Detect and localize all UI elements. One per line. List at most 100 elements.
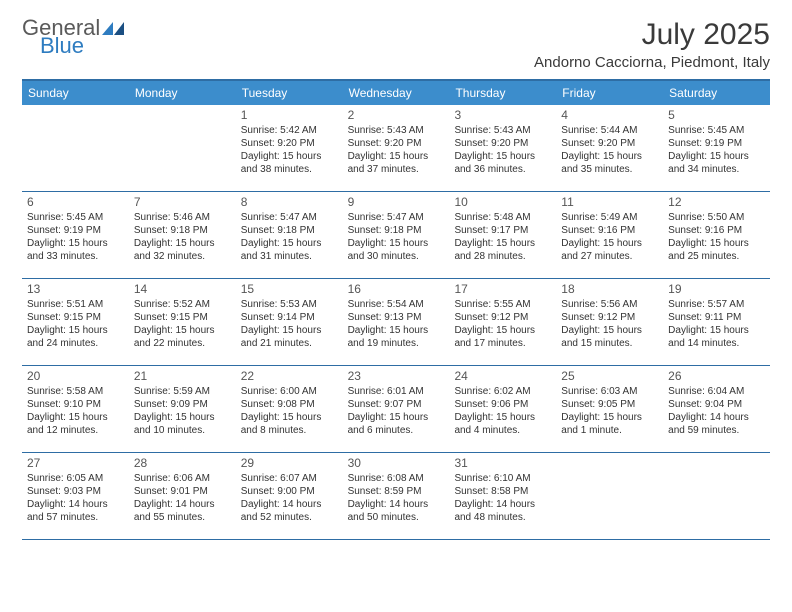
calendar-day-cell: 2Sunrise: 5:43 AMSunset: 9:20 PMDaylight… bbox=[343, 105, 450, 191]
calendar-day-cell: 23 Sunrise: 6:01 AMSunset: 9:07 PMDayligh… bbox=[343, 366, 450, 452]
sunrise-text: Sunrise: 5:47 AM bbox=[348, 211, 445, 224]
day-info: Sunrise: 5:58 AMSunset: 9:10 PMDaylight:… bbox=[27, 385, 124, 437]
day-info: Sunrise: 5:44 AMSunset: 9:20 PMDaylight:… bbox=[561, 124, 658, 176]
sunrise-text: Sunrise: 5:55 AM bbox=[454, 298, 551, 311]
sunset-text: Sunset: 9:16 PM bbox=[561, 224, 658, 237]
day-info: Sunrise: 5:43 AMSunset: 9:20 PMDaylight:… bbox=[454, 124, 551, 176]
day-info: Sunrise: 5:50 AMSunset: 9:16 PMDaylight:… bbox=[668, 211, 765, 263]
daylight-text: Daylight: 15 hours and 35 minutes. bbox=[561, 150, 658, 176]
day-info: Sunrise: 5:48 AMSunset: 9:17 PMDaylight:… bbox=[454, 211, 551, 263]
sunset-text: Sunset: 9:05 PM bbox=[561, 398, 658, 411]
calendar-day-cell: 13Sunrise: 5:51 AMSunset: 9:15 PMDayligh… bbox=[22, 279, 129, 365]
weekday-col: Tuesday bbox=[236, 81, 343, 105]
location-text: Andorno Cacciorna, Piedmont, Italy bbox=[534, 54, 770, 71]
day-number: 10 bbox=[454, 195, 551, 209]
sunset-text: Sunset: 9:13 PM bbox=[348, 311, 445, 324]
calendar-day-cell: 10 Sunrise: 5:48 AMSunset: 9:17 PMDayligh… bbox=[449, 192, 556, 278]
day-info: Sunrise: 5:49 AMSunset: 9:16 PMDaylight:… bbox=[561, 211, 658, 263]
sunrise-text: Sunrise: 5:56 AM bbox=[561, 298, 658, 311]
daylight-text: Daylight: 15 hours and 19 minutes. bbox=[348, 324, 445, 350]
sunrise-text: Sunrise: 5:52 AM bbox=[134, 298, 231, 311]
sunrise-text: Sunrise: 6:06 AM bbox=[134, 472, 231, 485]
day-info: Sunrise: 6:04 AMSunset: 9:04 PMDaylight:… bbox=[668, 385, 765, 437]
day-number: 5 bbox=[668, 108, 765, 122]
day-number: 14 bbox=[134, 282, 231, 296]
daylight-text: Daylight: 14 hours and 48 minutes. bbox=[454, 498, 551, 524]
sunrise-text: Sunrise: 5:46 AM bbox=[134, 211, 231, 224]
day-info: Sunrise: 5:59 AMSunset: 9:09 PMDaylight:… bbox=[134, 385, 231, 437]
calendar-day-cell: 17Sunrise: 5:55 AMSunset: 9:12 PMDayligh… bbox=[449, 279, 556, 365]
sunrise-text: Sunrise: 6:10 AM bbox=[454, 472, 551, 485]
page-header: General Blue July 2025 Andorno Cacciorna… bbox=[22, 18, 770, 71]
day-number: 11 bbox=[561, 195, 658, 209]
sunset-text: Sunset: 9:10 PM bbox=[27, 398, 124, 411]
daylight-text: Daylight: 15 hours and 30 minutes. bbox=[348, 237, 445, 263]
calendar-day-cell: 15Sunrise: 5:53 AMSunset: 9:14 PMDayligh… bbox=[236, 279, 343, 365]
day-number: 25 bbox=[561, 369, 658, 383]
day-number: 19 bbox=[668, 282, 765, 296]
day-number: 6 bbox=[27, 195, 124, 209]
daylight-text: Daylight: 15 hours and 36 minutes. bbox=[454, 150, 551, 176]
sunset-text: Sunset: 9:20 PM bbox=[241, 137, 338, 150]
calendar-week-row: 1Sunrise: 5:42 AMSunset: 9:20 PMDaylight… bbox=[22, 105, 770, 192]
sunset-text: Sunset: 9:20 PM bbox=[454, 137, 551, 150]
calendar-day-cell: 18 Sunrise: 5:56 AMSunset: 9:12 PMDayligh… bbox=[556, 279, 663, 365]
calendar-day-cell: 5 Sunrise: 5:45 AMSunset: 9:19 PMDaylight… bbox=[663, 105, 770, 191]
calendar-day-cell: 28Sunrise: 6:06 AMSunset: 9:01 PMDayligh… bbox=[129, 453, 236, 539]
sunset-text: Sunset: 9:20 PM bbox=[561, 137, 658, 150]
day-info: Sunrise: 5:54 AMSunset: 9:13 PMDaylight:… bbox=[348, 298, 445, 350]
calendar-day-cell: 20 Sunrise: 5:58 AMSunset: 9:10 PMDayligh… bbox=[22, 366, 129, 452]
day-info: Sunrise: 6:01 AMSunset: 9:07 PMDaylight:… bbox=[348, 385, 445, 437]
calendar-day-cell bbox=[556, 453, 663, 539]
calendar-day-cell: 11 Sunrise: 5:49 AMSunset: 9:16 PMDayligh… bbox=[556, 192, 663, 278]
sunrise-text: Sunrise: 6:08 AM bbox=[348, 472, 445, 485]
sunrise-text: Sunrise: 5:58 AM bbox=[27, 385, 124, 398]
sunrise-text: Sunrise: 5:49 AM bbox=[561, 211, 658, 224]
calendar-day-cell: 1Sunrise: 5:42 AMSunset: 9:20 PMDaylight… bbox=[236, 105, 343, 191]
sunset-text: Sunset: 9:19 PM bbox=[27, 224, 124, 237]
sunrise-text: Sunrise: 6:05 AM bbox=[27, 472, 124, 485]
sunset-text: Sunset: 9:12 PM bbox=[561, 311, 658, 324]
daylight-text: Daylight: 15 hours and 37 minutes. bbox=[348, 150, 445, 176]
day-number: 23 bbox=[348, 369, 445, 383]
day-number: 26 bbox=[668, 369, 765, 383]
day-number: 18 bbox=[561, 282, 658, 296]
day-info: Sunrise: 6:06 AMSunset: 9:01 PMDaylight:… bbox=[134, 472, 231, 524]
day-info: Sunrise: 6:05 AMSunset: 9:03 PMDaylight:… bbox=[27, 472, 124, 524]
weekday-col: Sunday bbox=[22, 81, 129, 105]
calendar-day-cell: 27 Sunrise: 6:05 AMSunset: 9:03 PMDayligh… bbox=[22, 453, 129, 539]
sunrise-text: Sunrise: 5:44 AM bbox=[561, 124, 658, 137]
daylight-text: Daylight: 15 hours and 15 minutes. bbox=[561, 324, 658, 350]
day-number: 29 bbox=[241, 456, 338, 470]
day-info: Sunrise: 5:45 AMSunset: 9:19 PMDaylight:… bbox=[668, 124, 765, 176]
day-number: 27 bbox=[27, 456, 124, 470]
sunset-text: Sunset: 9:01 PM bbox=[134, 485, 231, 498]
calendar-day-cell bbox=[663, 453, 770, 539]
sunrise-text: Sunrise: 6:03 AM bbox=[561, 385, 658, 398]
sunset-text: Sunset: 9:04 PM bbox=[668, 398, 765, 411]
day-number: 21 bbox=[134, 369, 231, 383]
calendar-week-row: 20 Sunrise: 5:58 AMSunset: 9:10 PMDayligh… bbox=[22, 366, 770, 453]
daylight-text: Daylight: 15 hours and 12 minutes. bbox=[27, 411, 124, 437]
sunset-text: Sunset: 9:08 PM bbox=[241, 398, 338, 411]
calendar-day-cell: 31Sunrise: 6:10 AMSunset: 8:58 PMDayligh… bbox=[449, 453, 556, 539]
day-number: 20 bbox=[27, 369, 124, 383]
weekday-col: Wednesday bbox=[343, 81, 450, 105]
day-info: Sunrise: 5:56 AMSunset: 9:12 PMDaylight:… bbox=[561, 298, 658, 350]
sunset-text: Sunset: 9:00 PM bbox=[241, 485, 338, 498]
calendar-day-cell bbox=[22, 105, 129, 191]
sunrise-text: Sunrise: 6:07 AM bbox=[241, 472, 338, 485]
sunset-text: Sunset: 9:12 PM bbox=[454, 311, 551, 324]
weekday-header: Sunday Monday Tuesday Wednesday Thursday… bbox=[22, 81, 770, 105]
daylight-text: Daylight: 15 hours and 22 minutes. bbox=[134, 324, 231, 350]
daylight-text: Daylight: 15 hours and 14 minutes. bbox=[668, 324, 765, 350]
sunrise-text: Sunrise: 5:53 AM bbox=[241, 298, 338, 311]
sunrise-text: Sunrise: 5:54 AM bbox=[348, 298, 445, 311]
sunset-text: Sunset: 8:59 PM bbox=[348, 485, 445, 498]
calendar-day-cell: 26 Sunrise: 6:04 AMSunset: 9:04 PMDayligh… bbox=[663, 366, 770, 452]
sunrise-text: Sunrise: 5:43 AM bbox=[454, 124, 551, 137]
daylight-text: Daylight: 14 hours and 52 minutes. bbox=[241, 498, 338, 524]
day-number: 12 bbox=[668, 195, 765, 209]
daylight-text: Daylight: 14 hours and 50 minutes. bbox=[348, 498, 445, 524]
day-number: 7 bbox=[134, 195, 231, 209]
